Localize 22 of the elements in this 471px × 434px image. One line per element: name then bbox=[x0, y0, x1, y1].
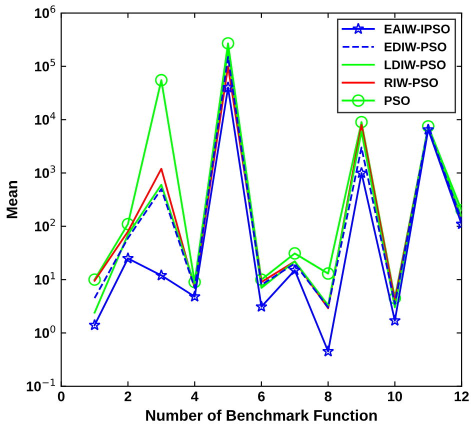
y-tick-label: 10$^{6}$ bbox=[35, 5, 56, 18]
y-tick-label: 10$^{0}$ bbox=[35, 325, 56, 338]
y-tick-label: 10$^{5}$ bbox=[35, 58, 56, 72]
y-tick-label: 10$^{3}$ bbox=[35, 165, 56, 178]
y-tick-label: 10$^{2}$ bbox=[35, 218, 55, 232]
legend-label: RIW-PSO bbox=[384, 78, 438, 88]
x-tick-label: 4 bbox=[191, 392, 198, 402]
y-axis-title: Mean bbox=[6, 181, 18, 218]
y-tick-label: 10$^{−1}$ bbox=[26, 378, 55, 392]
legend-label: EDIW-PSO bbox=[384, 42, 446, 52]
y-tick-label: 10$^{4}$ bbox=[35, 112, 56, 125]
legend-label: PSO bbox=[384, 96, 410, 106]
x-tick-label: 10 bbox=[388, 391, 402, 402]
x-tick-label: 0 bbox=[58, 391, 65, 402]
legend-label: LDIW-PSO bbox=[384, 60, 446, 70]
x-tick-label: 8 bbox=[324, 391, 332, 402]
y-tick-label: 10$^{1}$ bbox=[35, 272, 56, 285]
x-tick-label: 2 bbox=[124, 391, 132, 402]
x-tick-label: 6 bbox=[258, 391, 265, 402]
legend-label: EAIW-IPSO bbox=[384, 24, 450, 34]
x-axis-title: Number of Benchmark Function bbox=[146, 410, 377, 421]
x-tick-label: 12 bbox=[454, 391, 469, 402]
